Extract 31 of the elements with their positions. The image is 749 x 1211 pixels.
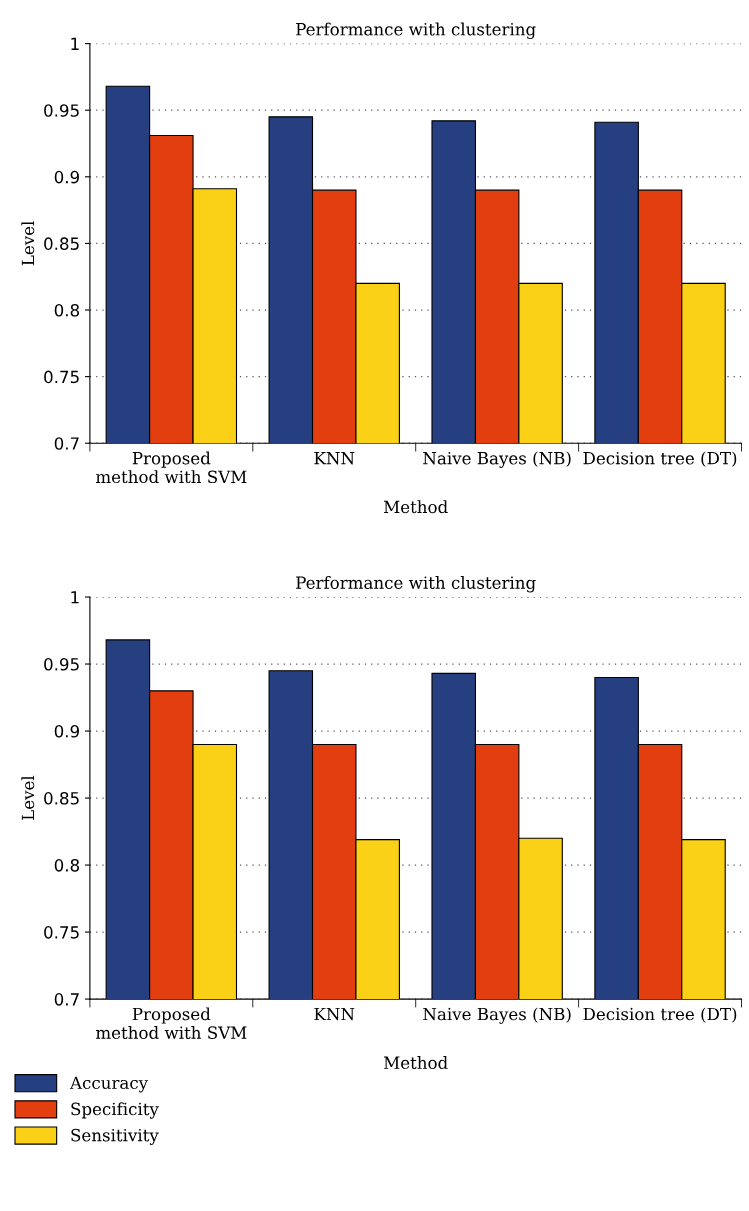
y-tick-label: 0.95 (44, 657, 79, 671)
x-tick-label: Proposed method with SVM (95, 1007, 247, 1039)
y-tick-label: 0.85 (44, 237, 79, 250)
legend-label: Specificity (71, 1102, 159, 1119)
chart-title: Performance with clustering (296, 22, 536, 39)
x-tick-label: KNN (314, 452, 355, 465)
y-tick-label: 1 (71, 591, 79, 604)
chart-title: Performance with clustering (296, 576, 536, 593)
y-tick-label: 0.7 (54, 993, 79, 1006)
y-tick-label: 0.9 (54, 170, 79, 184)
y-tick-label: 0.75 (44, 926, 79, 939)
y-tick-label: 0.8 (54, 859, 80, 872)
x-tick-label: Naive Bayes (NB) (423, 451, 571, 468)
legend-label: Accuracy (69, 1076, 149, 1093)
y-tick-label: 0.7 (54, 437, 79, 450)
x-tick-label: KNN (314, 1007, 355, 1021)
y-tick-label: 0.75 (44, 370, 79, 384)
legend-label: Sensitivity (71, 1128, 159, 1145)
x-tick-label: Decision tree (DT) (583, 451, 737, 467)
x-axis-title: Method (383, 1056, 448, 1069)
x-tick-label: Proposed method with SVM (95, 451, 247, 484)
y-axis-title: Level (21, 775, 35, 820)
x-tick-label: Naive Bayes (NB) (423, 1007, 571, 1024)
x-tick-label: Decision tree (DT) (583, 1007, 737, 1023)
y-tick-label: 0.95 (44, 104, 79, 117)
y-axis-title: Level (21, 221, 35, 266)
y-tick-label: 0.8 (54, 303, 80, 317)
y-tick-label: 0.9 (54, 725, 79, 738)
x-axis-title: Method (383, 500, 448, 514)
y-tick-label: 0.85 (44, 792, 79, 805)
y-tick-label: 1 (71, 37, 79, 50)
